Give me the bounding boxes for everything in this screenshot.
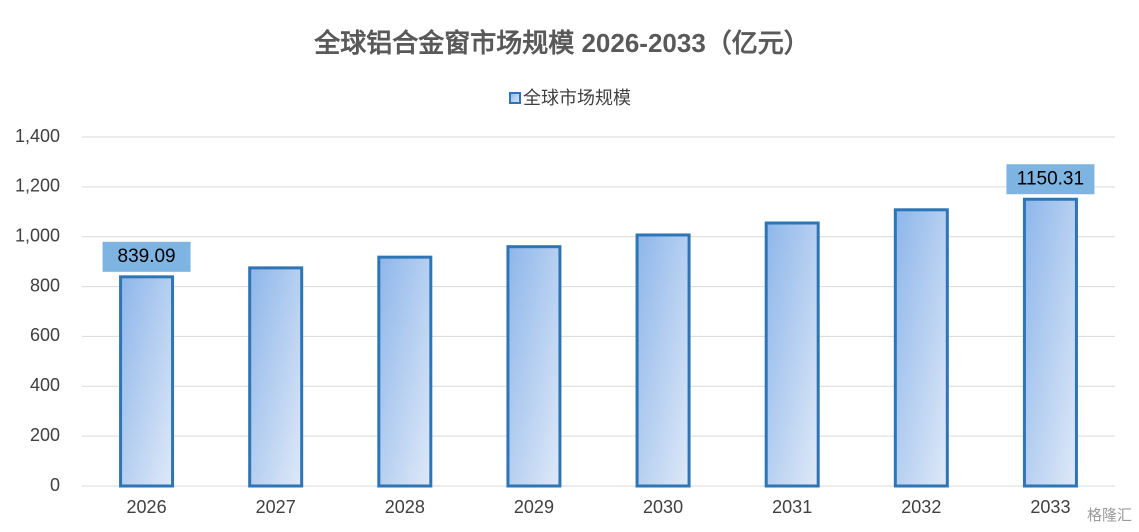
y-tick-label: 1,200 <box>15 176 60 196</box>
bar <box>119 275 175 488</box>
y-tick-label: 600 <box>30 325 60 345</box>
legend-swatch <box>509 92 521 104</box>
data-label: 839.09 <box>118 246 176 267</box>
data-label: 1150.31 <box>1017 168 1084 189</box>
x-tick-label: 2027 <box>256 497 296 517</box>
y-tick-label: 1,000 <box>15 225 60 245</box>
x-tick-label: 2026 <box>127 497 167 517</box>
bar <box>377 255 433 488</box>
bar <box>1022 197 1078 488</box>
x-tick-label: 2032 <box>901 497 941 517</box>
x-tick-label: 2028 <box>385 497 425 517</box>
data-label-box <box>1006 164 1095 195</box>
x-tick-label: 2033 <box>1030 497 1070 517</box>
chart-title: 全球铝合金窗市场规模 2026-2033（亿元） <box>313 28 810 58</box>
bar <box>635 233 691 488</box>
bar <box>248 266 304 488</box>
y-tick-label: 0 <box>50 475 60 495</box>
watermark: 格隆汇 <box>1087 507 1132 524</box>
x-tick-label: 2031 <box>772 497 812 517</box>
bar <box>506 245 562 488</box>
x-tick-label: 2030 <box>643 497 683 517</box>
bar <box>764 221 820 488</box>
y-tick-label: 1,400 <box>15 126 60 146</box>
y-tick-label: 200 <box>30 425 60 445</box>
x-tick-label: 2029 <box>514 497 554 517</box>
bar <box>893 208 949 488</box>
data-label-box <box>102 241 191 272</box>
y-tick-label: 400 <box>30 375 60 395</box>
y-tick-label: 800 <box>30 275 60 295</box>
legend-label: 全球市场规模 <box>523 88 631 108</box>
